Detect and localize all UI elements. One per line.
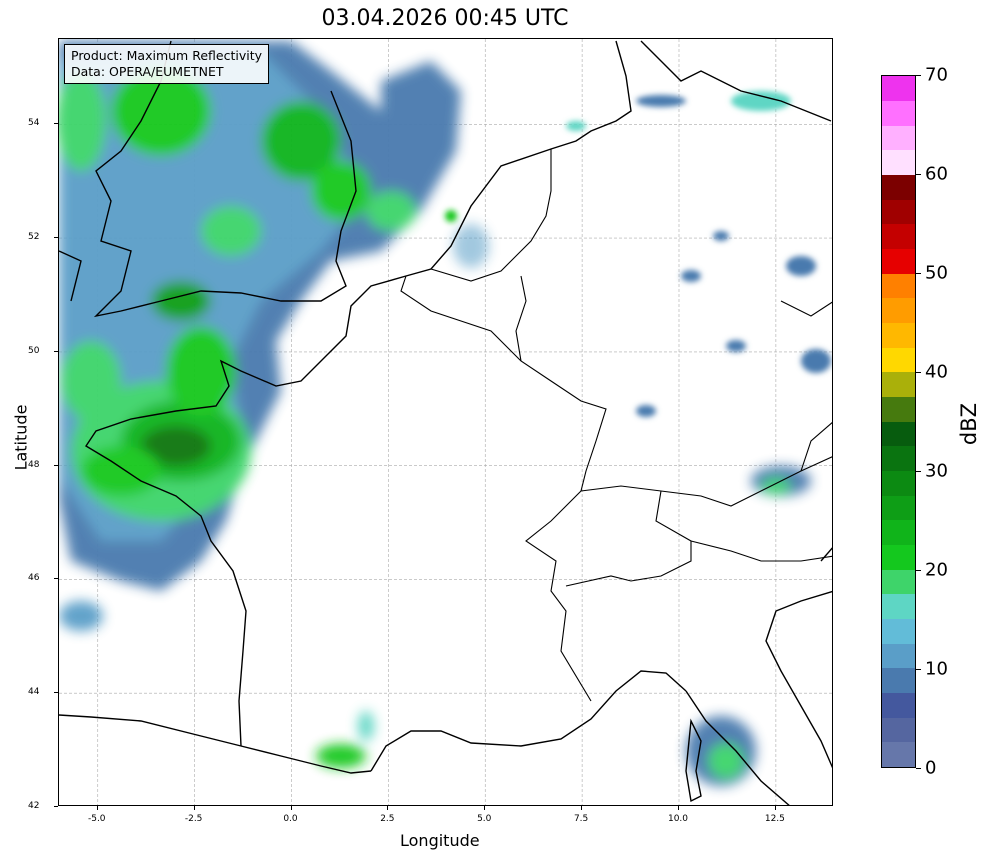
y-tick-mark: [54, 123, 58, 125]
colorbar-segment: [882, 742, 915, 767]
colorbar-segment: [882, 692, 915, 718]
x-tick-mark: [774, 806, 776, 810]
colorbar-tick-label: 40: [925, 361, 948, 383]
colorbar-segment: [882, 421, 915, 447]
colorbar-segment: [882, 347, 915, 373]
colorbar-segment: [882, 372, 915, 397]
x-tick-label: 10.0: [667, 814, 689, 824]
colorbar-segment: [882, 544, 915, 570]
data-source-label: Data: OPERA/EUMETNET: [71, 64, 224, 79]
colorbar-tick-label: 10: [925, 658, 948, 680]
country-borders: [400, 149, 832, 702]
x-tick-mark: [484, 806, 486, 810]
colorbar-tick-mark: [916, 570, 921, 571]
y-tick-label: 48: [28, 459, 40, 470]
colorbar-tick-label: 0: [925, 757, 937, 779]
colorbar-segment: [882, 618, 915, 644]
radar-map: [58, 38, 833, 806]
colorbar-segment: [882, 199, 915, 225]
y-tick-mark: [54, 806, 58, 807]
colorbar-segment: [882, 520, 915, 545]
y-tick-mark: [54, 464, 58, 466]
y-tick-mark: [54, 692, 58, 694]
colorbar-segment: [882, 446, 915, 471]
colorbar-segment: [882, 224, 915, 249]
colorbar-segment: [882, 125, 915, 151]
x-axis-label: Longitude: [400, 831, 480, 850]
colorbar-segment: [882, 100, 915, 126]
colorbar-tick-mark: [916, 75, 921, 76]
y-tick-label: 44: [28, 687, 40, 698]
x-tick-mark: [96, 806, 98, 810]
colorbar-segment: [882, 248, 915, 274]
y-tick-mark: [54, 578, 58, 580]
colorbar-segment: [882, 150, 915, 175]
x-tick-mark: [290, 806, 292, 810]
radar-map-canvas: [59, 39, 832, 805]
colorbar-segment: [882, 594, 915, 619]
colorbar-tick-mark: [916, 372, 921, 373]
x-tick-mark: [581, 806, 583, 810]
x-tick-label: 7.5: [573, 814, 589, 824]
colorbar-segment: [882, 717, 915, 743]
x-tick-label: -5.0: [87, 814, 106, 824]
colorbar: [881, 75, 916, 768]
x-tick-mark: [193, 806, 195, 810]
colorbar-tick-label: 20: [925, 559, 948, 581]
colorbar-tick-mark: [916, 768, 921, 769]
colorbar-tick-label: 30: [925, 460, 948, 482]
colorbar-tick-label: 70: [925, 64, 948, 86]
x-tick-mark: [387, 806, 389, 810]
y-tick-mark: [54, 350, 58, 352]
colorbar-segment: [882, 495, 915, 521]
x-tick-label: 12.5: [764, 814, 785, 824]
colorbar-tick-label: 50: [925, 262, 948, 284]
y-tick-label: 52: [28, 232, 40, 243]
scattered-echoes: [445, 91, 831, 417]
colorbar-segment: [882, 643, 915, 669]
map-title: 03.04.2026 00:45 UTC: [321, 6, 569, 31]
colorbar-segment: [882, 668, 915, 693]
precipitation-echoes: [59, 41, 811, 786]
x-tick-label: -2.5: [184, 814, 203, 824]
colorbar-segment: [882, 396, 915, 422]
colorbar-segment: [882, 470, 915, 496]
colorbar-tick-mark: [916, 273, 921, 274]
y-tick-label: 46: [28, 573, 40, 584]
product-label: Product: Maximum Reflectivity: [71, 48, 263, 63]
colorbar-tick-mark: [916, 174, 921, 175]
y-tick-label: 50: [28, 345, 40, 356]
y-tick-label: 42: [28, 801, 40, 811]
y-tick-mark: [54, 237, 58, 239]
colorbar-tick-mark: [916, 669, 921, 670]
colorbar-tick-mark: [916, 471, 921, 472]
colorbar-segment: [882, 273, 915, 299]
colorbar-segment: [882, 569, 915, 595]
colorbar-segment: [882, 174, 915, 200]
colorbar-segment: [882, 322, 915, 348]
colorbar-label: dBZ: [957, 402, 982, 446]
coastlines: [59, 40, 832, 805]
y-tick-label: 54: [28, 118, 40, 129]
x-tick-label: 0.0: [283, 814, 298, 824]
x-tick-mark: [678, 806, 679, 810]
colorbar-segment: [882, 298, 915, 323]
x-tick-label: 2.5: [380, 814, 395, 824]
y-axis-label: Latitude: [11, 404, 31, 471]
colorbar-tick-label: 60: [925, 163, 948, 185]
product-info-box: Product: Maximum Reflectivity Data: OPER…: [64, 44, 270, 84]
colorbar-segment: [882, 76, 915, 101]
x-tick-label: 5.0: [477, 814, 492, 824]
